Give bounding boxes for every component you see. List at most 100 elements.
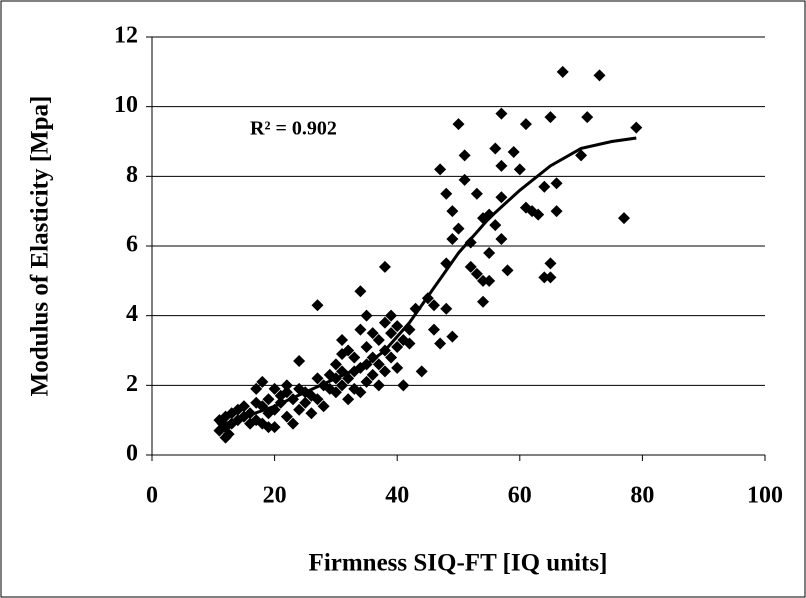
point xyxy=(372,379,385,392)
point xyxy=(434,337,447,350)
point xyxy=(556,65,569,78)
y-tick-label: 0 xyxy=(126,441,138,467)
point xyxy=(550,205,563,218)
y-tick-label: 4 xyxy=(126,301,138,327)
point xyxy=(311,393,324,406)
point xyxy=(329,386,342,399)
x-tick-label: 20 xyxy=(263,483,287,509)
point xyxy=(550,177,563,190)
point xyxy=(262,393,275,406)
point xyxy=(360,375,373,388)
x-tick-label: 40 xyxy=(385,483,409,509)
point xyxy=(385,309,398,322)
point xyxy=(280,379,293,392)
point xyxy=(336,334,349,347)
point xyxy=(458,149,471,162)
point xyxy=(311,372,324,385)
point xyxy=(391,361,404,374)
point xyxy=(378,316,391,329)
point xyxy=(538,271,551,284)
point xyxy=(427,323,440,336)
point xyxy=(495,233,508,246)
point xyxy=(440,302,453,315)
point xyxy=(618,212,631,225)
point xyxy=(391,320,404,333)
x-tick-label: 100 xyxy=(747,483,783,509)
x-tick-label: 0 xyxy=(146,483,158,509)
point xyxy=(581,111,594,124)
point xyxy=(378,260,391,273)
point xyxy=(342,344,355,357)
point xyxy=(593,69,606,82)
point xyxy=(440,187,453,200)
x-axis-title: Firmness SIQ-FT [IQ units] xyxy=(309,550,608,577)
point xyxy=(354,323,367,336)
point xyxy=(427,299,440,312)
point xyxy=(483,246,496,259)
point xyxy=(280,386,293,399)
y-tick-label: 10 xyxy=(114,92,138,118)
point xyxy=(483,274,496,287)
y-tick-label: 2 xyxy=(126,371,138,397)
point xyxy=(495,159,508,172)
point xyxy=(366,368,379,381)
x-tick-label: 60 xyxy=(508,483,532,509)
point xyxy=(280,410,293,423)
point xyxy=(329,358,342,371)
point xyxy=(446,330,459,343)
point xyxy=(256,375,269,388)
point xyxy=(348,351,361,364)
point xyxy=(575,149,588,162)
point xyxy=(378,365,391,378)
point xyxy=(403,337,416,350)
point xyxy=(458,173,471,186)
point xyxy=(507,145,520,158)
point xyxy=(268,382,281,395)
point xyxy=(452,118,465,131)
point xyxy=(495,107,508,120)
point xyxy=(222,428,235,441)
point xyxy=(446,205,459,218)
point xyxy=(532,208,545,221)
point xyxy=(501,264,514,277)
point xyxy=(385,327,398,340)
point xyxy=(305,407,318,420)
trend-line xyxy=(225,136,637,426)
y-tick-label: 8 xyxy=(126,162,138,188)
point xyxy=(477,295,490,308)
point xyxy=(544,257,557,270)
point xyxy=(336,379,349,392)
point xyxy=(538,180,551,193)
y-tick-label: 6 xyxy=(126,232,138,258)
point xyxy=(495,191,508,204)
point xyxy=(483,208,496,221)
y-tick-label: 12 xyxy=(114,23,138,49)
point xyxy=(470,267,483,280)
point xyxy=(293,354,306,367)
point xyxy=(489,219,502,232)
point xyxy=(354,386,367,399)
point xyxy=(464,260,477,273)
annotation: R² = 0.902 xyxy=(250,118,337,140)
point xyxy=(385,351,398,364)
point xyxy=(366,327,379,340)
point xyxy=(354,285,367,298)
point xyxy=(544,271,557,284)
point xyxy=(360,309,373,322)
point xyxy=(293,403,306,416)
point xyxy=(519,118,532,131)
point xyxy=(311,299,324,312)
point xyxy=(391,341,404,354)
point xyxy=(513,163,526,176)
x-tick-label: 80 xyxy=(630,483,654,509)
point xyxy=(477,274,490,287)
point xyxy=(470,187,483,200)
point xyxy=(415,365,428,378)
point xyxy=(262,421,275,434)
point xyxy=(489,142,502,155)
point xyxy=(372,358,385,371)
point xyxy=(452,222,465,235)
point xyxy=(268,421,281,434)
